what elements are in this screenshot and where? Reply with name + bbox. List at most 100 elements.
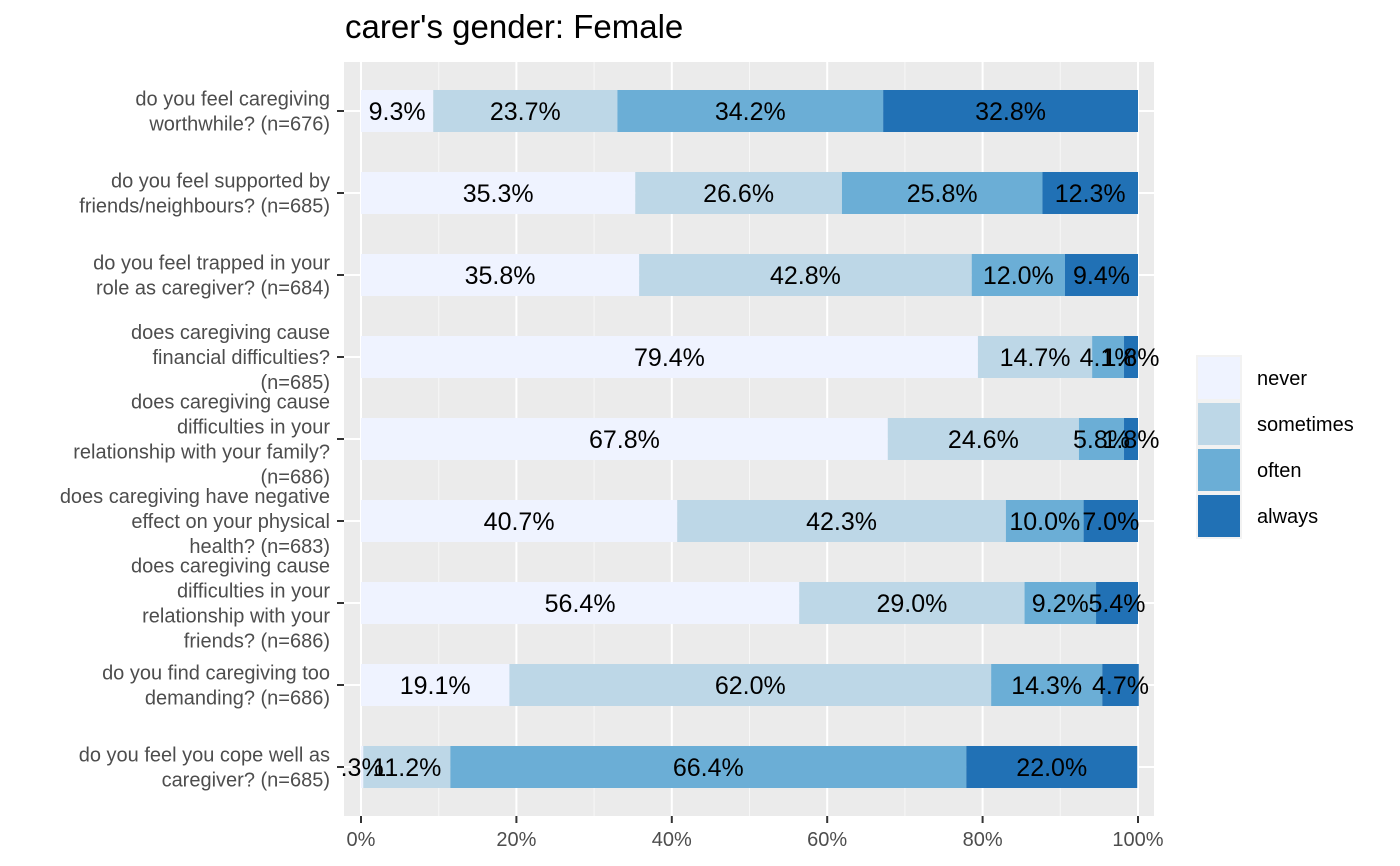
- data-label: 10.0%: [1009, 508, 1080, 536]
- data-label: 67.8%: [589, 426, 660, 454]
- data-label: 1.8%: [1103, 426, 1160, 454]
- bar-often: [971, 254, 1065, 296]
- bar-always: [1124, 418, 1138, 460]
- data-label: 62.0%: [715, 672, 786, 700]
- bar-often: [1024, 582, 1097, 624]
- bar-often: [1078, 418, 1125, 460]
- legend-key-often: [1198, 449, 1240, 491]
- bar-sometimes: [887, 418, 1079, 460]
- data-label: 5.8%: [1073, 426, 1130, 454]
- data-label: 1.8%: [1103, 344, 1160, 372]
- data-label: 9.2%: [1032, 590, 1089, 618]
- bar-always: [1042, 172, 1138, 214]
- bar-always: [1124, 336, 1138, 378]
- data-label: 14.3%: [1011, 672, 1082, 700]
- legend-label: always: [1257, 506, 1318, 528]
- data-label: 19.1%: [400, 672, 471, 700]
- x-axis: 0% 20% 40% 60% 80% 100%: [347, 816, 1164, 851]
- bar-often: [1005, 500, 1084, 542]
- bar-often: [991, 664, 1103, 706]
- data-label: 9.3%: [369, 98, 426, 126]
- y-tick-label: does caregiving cause financial difficult…: [131, 322, 330, 394]
- data-label: 4.1%: [1080, 344, 1137, 372]
- bar-sometimes: [363, 746, 451, 788]
- data-label: 23.7%: [490, 98, 561, 126]
- data-label: 66.4%: [673, 754, 744, 782]
- data-label: 9.4%: [1073, 262, 1130, 290]
- bar-never: [361, 172, 636, 214]
- bar-always: [1102, 664, 1139, 706]
- bar-sometimes: [635, 172, 842, 214]
- y-axis: do you feel caregiving worthwhile? (n=676…: [60, 89, 344, 792]
- data-label: 35.3%: [463, 180, 534, 208]
- bar-always: [966, 746, 1138, 788]
- bar-never: [361, 254, 640, 296]
- x-tick-label: 40%: [652, 829, 692, 851]
- data-label: 5.4%: [1089, 590, 1146, 618]
- x-tick-label: 60%: [807, 829, 847, 851]
- bar-always: [1096, 582, 1138, 624]
- y-tick-label: do you find caregiving too demanding? (n=…: [102, 663, 330, 710]
- x-tick-label: 20%: [496, 829, 536, 851]
- bar-often: [617, 90, 884, 132]
- bar-always: [1064, 254, 1138, 296]
- bars: [361, 90, 1139, 788]
- bar-never: [361, 664, 510, 706]
- data-label: 26.6%: [703, 180, 774, 208]
- bar-sometimes: [509, 664, 992, 706]
- data-label: 12.0%: [983, 262, 1054, 290]
- data-label: 35.8%: [465, 262, 536, 290]
- legend: never sometimes often always: [1196, 355, 1354, 539]
- bar-always: [1083, 500, 1138, 542]
- data-label: .3%: [341, 754, 384, 782]
- data-label: 4.7%: [1092, 672, 1149, 700]
- bar-sometimes: [639, 254, 972, 296]
- bar-never: [361, 746, 364, 788]
- data-label: 29.0%: [876, 590, 947, 618]
- bar-never: [361, 336, 978, 378]
- data-label: 40.7%: [484, 508, 555, 536]
- x-tick-label: 100%: [1112, 829, 1163, 851]
- bar-never: [361, 582, 800, 624]
- data-label: 56.4%: [545, 590, 616, 618]
- data-label: 34.2%: [715, 98, 786, 126]
- bar-always: [883, 90, 1138, 132]
- legend-label: sometimes: [1257, 414, 1354, 436]
- y-tick-label: does caregiving have negative effect on y…: [60, 486, 330, 558]
- bar-often: [1092, 336, 1125, 378]
- x-tick-label: 0%: [347, 829, 376, 851]
- bar-sometimes: [433, 90, 618, 132]
- data-label: 42.8%: [770, 262, 841, 290]
- data-label: 7.0%: [1082, 508, 1139, 536]
- y-tick-label: do you feel trapped in your role as careg…: [93, 253, 330, 300]
- y-tick-label: does caregiving cause difficulties in you…: [131, 556, 330, 653]
- legend-label: never: [1257, 368, 1307, 390]
- bar-sometimes: [799, 582, 1025, 624]
- data-label: 32.8%: [975, 98, 1046, 126]
- chart-title: carer's gender: Female: [345, 8, 684, 45]
- data-label: 12.3%: [1055, 180, 1126, 208]
- y-tick-label: does caregiving cause difficulties in you…: [73, 392, 330, 489]
- data-label: 22.0%: [1016, 754, 1087, 782]
- legend-label: often: [1257, 460, 1301, 482]
- data-label: 79.4%: [634, 344, 705, 372]
- bar-sometimes: [677, 500, 1006, 542]
- bar-often: [841, 172, 1043, 214]
- y-tick-label: do you feel caregiving worthwhile? (n=676…: [135, 89, 330, 136]
- data-label: 14.7%: [1000, 344, 1071, 372]
- x-tick-label: 80%: [963, 829, 1003, 851]
- legend-key-never: [1198, 357, 1240, 399]
- data-label: 25.8%: [907, 180, 978, 208]
- legend-key-sometimes: [1198, 403, 1240, 445]
- data-label: 42.3%: [806, 508, 877, 536]
- y-tick-label: do you feel supported by friends/neighbou…: [79, 171, 330, 218]
- legend-key-always: [1198, 495, 1240, 537]
- bar-never: [361, 90, 434, 132]
- data-label: 11.2%: [372, 754, 441, 782]
- bar-sometimes: [977, 336, 1093, 378]
- data-labels: 9.3% 23.7% 34.2% 32.8% 35.3% 26.6% 25.8% 12.3% 3…: [341, 98, 1160, 782]
- bar-never: [361, 418, 888, 460]
- bar-often: [450, 746, 967, 788]
- data-label: 24.6%: [948, 426, 1019, 454]
